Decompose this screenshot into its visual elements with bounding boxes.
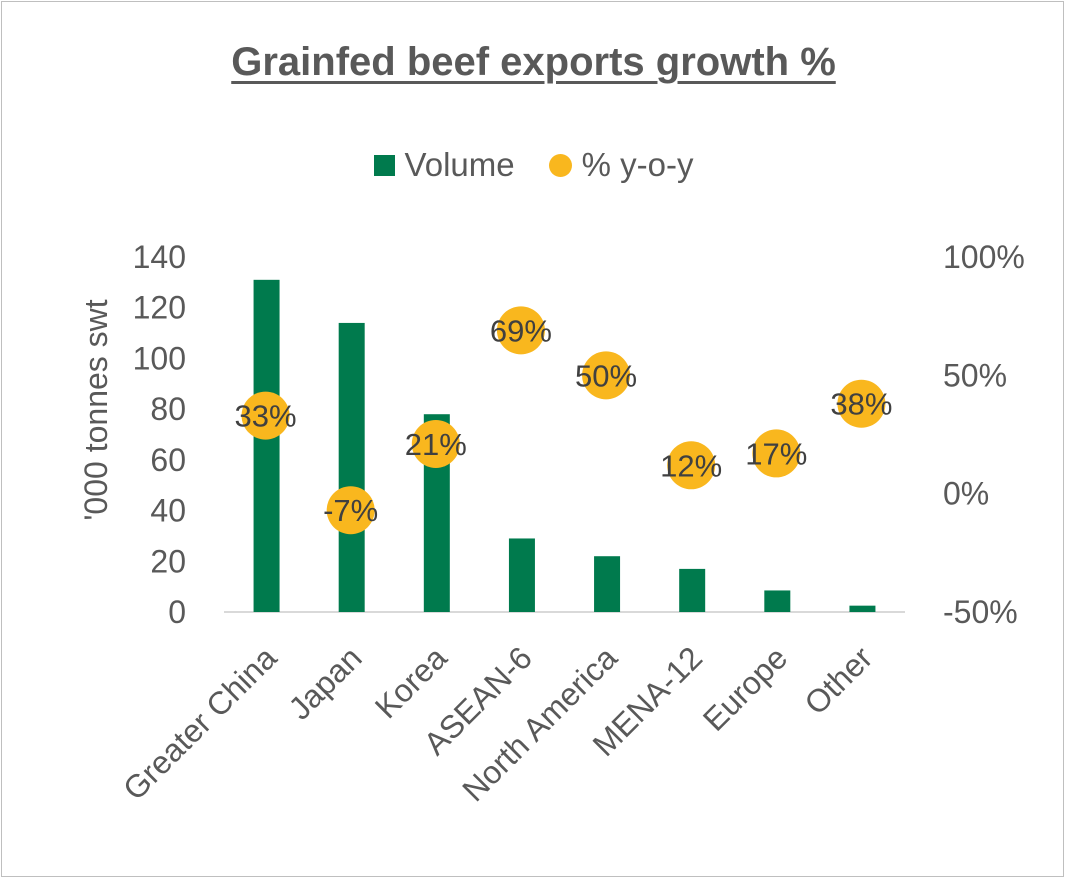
- yoy-markers: 33% -7% 21% 69% 50% 12% 17% 38%: [235, 306, 892, 535]
- yoy-data-label: 17%: [745, 436, 807, 471]
- yoy-marker: [411, 419, 460, 468]
- y-tick-label: 120: [133, 290, 186, 326]
- y2-tick-label: 0%: [943, 476, 989, 512]
- y-tick-label: 60: [150, 442, 186, 478]
- volume-bar: [849, 605, 876, 612]
- category-label: Japan: [282, 639, 369, 726]
- volume-bar: [594, 556, 621, 612]
- yoy-marker: [667, 441, 716, 490]
- yoy-marker: [326, 486, 375, 535]
- y-tick-label: 0: [168, 594, 186, 630]
- yoy-marker: [837, 379, 886, 428]
- yoy-data-label: 12%: [660, 448, 722, 483]
- yoy-data-label: 69%: [490, 313, 552, 348]
- chart-legend: Volume % y-o-y: [0, 146, 1067, 184]
- y-tick-label: 20: [150, 543, 186, 579]
- y-tick-label: 100: [133, 340, 186, 376]
- y-axis-title: '000 tonnes swt: [78, 299, 114, 520]
- y2-tick-label: 100%: [943, 239, 1025, 275]
- volume-bar: [679, 568, 706, 612]
- legend-label-volume: Volume: [404, 146, 515, 183]
- legend-item-yoy: % y-o-y: [548, 146, 694, 184]
- volume-bar: [338, 322, 365, 612]
- yoy-data-label: 21%: [405, 427, 467, 462]
- y2-tick-label: 50%: [943, 357, 1007, 393]
- y2-tick-label: -50%: [943, 594, 1018, 630]
- right-axis-ticks: -50% 0% 50% 100%: [943, 239, 1025, 630]
- legend-marker-yoy: [548, 153, 572, 177]
- yoy-data-label: 50%: [575, 358, 637, 393]
- left-axis-ticks: 0 20 40 60 80 100 120 140: [133, 239, 186, 630]
- category-label: Europe: [696, 639, 794, 737]
- volume-bar: [508, 538, 535, 612]
- y-tick-label: 80: [150, 391, 186, 427]
- legend-label-yoy: % y-o-y: [581, 146, 694, 183]
- category-label: Other: [797, 639, 879, 721]
- y-tick-label: 40: [150, 493, 186, 529]
- yoy-data-label: 33%: [235, 399, 297, 434]
- yoy-marker: [582, 351, 631, 400]
- volume-bars: [253, 279, 876, 612]
- yoy-data-label: -7%: [323, 493, 378, 528]
- y-tick-label: 140: [133, 239, 186, 275]
- yoy-data-label: 38%: [830, 387, 892, 422]
- yoy-marker: [241, 391, 290, 440]
- chart-title: Grainfed beef exports growth %: [231, 40, 836, 84]
- legend-item-volume: Volume: [373, 146, 515, 184]
- volume-bar: [764, 590, 791, 612]
- yoy-marker: [496, 306, 545, 355]
- yoy-marker: [752, 429, 801, 478]
- legend-swatch-volume: [373, 154, 395, 176]
- category-label: Greater China: [116, 639, 284, 807]
- volume-bar: [253, 279, 280, 612]
